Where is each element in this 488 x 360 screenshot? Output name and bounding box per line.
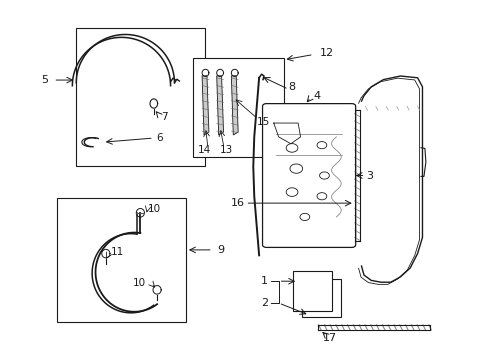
Text: 5: 5 bbox=[41, 75, 48, 85]
Polygon shape bbox=[202, 76, 208, 135]
Text: 11: 11 bbox=[110, 247, 124, 257]
Text: 16: 16 bbox=[230, 198, 244, 208]
Text: 8: 8 bbox=[287, 82, 294, 92]
Bar bbox=[57, 198, 185, 321]
FancyBboxPatch shape bbox=[262, 104, 355, 247]
Text: 4: 4 bbox=[313, 91, 320, 101]
Polygon shape bbox=[231, 76, 238, 135]
Text: 12: 12 bbox=[320, 48, 333, 58]
Text: 13: 13 bbox=[220, 145, 233, 155]
Text: 10: 10 bbox=[132, 278, 145, 288]
Text: 10: 10 bbox=[147, 204, 161, 214]
Text: 17: 17 bbox=[322, 333, 336, 343]
Bar bbox=[302, 279, 340, 317]
Text: 14: 14 bbox=[198, 145, 211, 155]
Bar bbox=[293, 271, 331, 311]
Text: 7: 7 bbox=[161, 112, 167, 122]
Text: 6: 6 bbox=[156, 133, 163, 143]
Text: 3: 3 bbox=[366, 171, 373, 180]
Text: 1: 1 bbox=[261, 276, 267, 286]
Polygon shape bbox=[216, 76, 223, 135]
Text: 2: 2 bbox=[260, 298, 267, 308]
Text: 9: 9 bbox=[217, 245, 224, 255]
Text: 15: 15 bbox=[256, 117, 269, 127]
Bar bbox=[193, 58, 283, 157]
Bar bbox=[76, 28, 205, 166]
